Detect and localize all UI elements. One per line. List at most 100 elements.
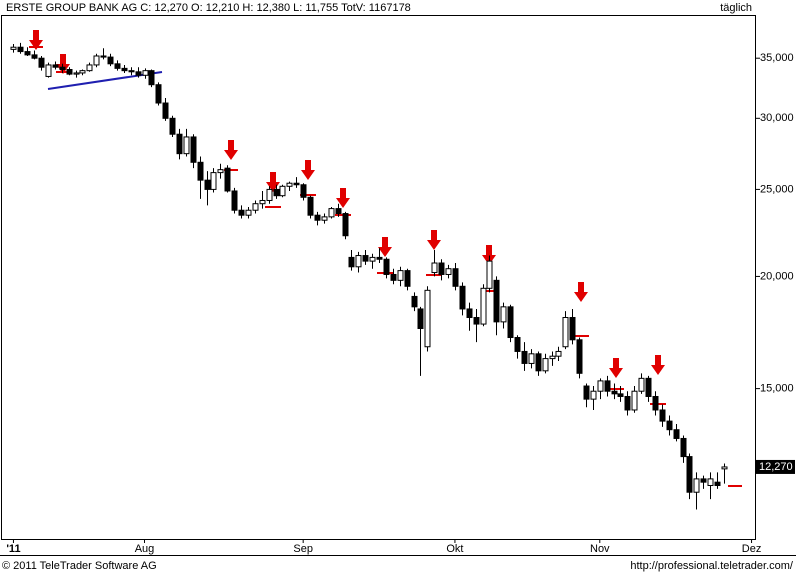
candle-body bbox=[245, 209, 252, 216]
candle-body bbox=[59, 66, 66, 71]
candle-body bbox=[452, 268, 459, 287]
candle-body bbox=[148, 70, 155, 86]
candle-body bbox=[52, 64, 59, 68]
candle-body bbox=[438, 262, 445, 275]
candle-body bbox=[666, 420, 673, 431]
candle-body bbox=[79, 70, 86, 74]
candle-body bbox=[473, 317, 480, 325]
candle-body bbox=[569, 317, 576, 341]
y-tick-label: 15,000 bbox=[760, 383, 794, 395]
candle-body bbox=[466, 308, 473, 319]
candle-body bbox=[286, 182, 293, 187]
candle-body bbox=[142, 70, 149, 76]
candle-body bbox=[514, 337, 521, 352]
candle-body bbox=[121, 67, 128, 72]
candle-body bbox=[328, 208, 335, 218]
x-tick-label: Sep bbox=[293, 543, 313, 555]
candle-body bbox=[266, 188, 273, 201]
candle-body bbox=[293, 182, 300, 186]
candle-body bbox=[480, 287, 487, 325]
candle-body bbox=[680, 437, 687, 458]
candle-body bbox=[307, 196, 314, 216]
candle-body bbox=[31, 54, 38, 59]
candle-body bbox=[335, 208, 342, 215]
candle-body bbox=[273, 188, 280, 197]
candle-body bbox=[459, 285, 466, 310]
candle-body bbox=[507, 306, 514, 339]
candle-body bbox=[542, 358, 549, 372]
candle-body bbox=[383, 258, 390, 275]
last-price-label: 12,270 bbox=[759, 461, 793, 473]
candle-body bbox=[555, 350, 562, 357]
candle-body bbox=[342, 213, 349, 237]
candle-body bbox=[321, 216, 328, 221]
candle-body bbox=[493, 279, 500, 323]
candle-body bbox=[486, 260, 493, 289]
candle-body bbox=[238, 209, 245, 216]
candle-body bbox=[190, 136, 197, 163]
candle-body bbox=[369, 256, 376, 262]
candle-body bbox=[528, 353, 535, 364]
candle-body bbox=[259, 199, 266, 205]
candle-body bbox=[210, 172, 217, 190]
footer-copyright: © 2011 TeleTrader Software AG bbox=[2, 560, 157, 572]
candle-body bbox=[445, 268, 452, 275]
candle-body bbox=[355, 255, 362, 268]
candle-body bbox=[411, 295, 418, 308]
candle-body bbox=[535, 353, 542, 372]
candle-body bbox=[549, 355, 556, 360]
candle-body bbox=[707, 478, 714, 486]
candle-body bbox=[224, 167, 231, 192]
candle-body bbox=[404, 270, 411, 287]
candle-body bbox=[590, 390, 597, 400]
candle-body bbox=[576, 339, 583, 374]
candle-body bbox=[314, 214, 321, 221]
candle-body bbox=[10, 46, 17, 50]
candle-body bbox=[17, 46, 24, 53]
candle-body bbox=[231, 190, 238, 211]
candle-body bbox=[604, 380, 611, 392]
signal bbox=[573, 282, 589, 337]
candle-body bbox=[300, 184, 307, 198]
candle-body bbox=[73, 72, 80, 75]
candle-body bbox=[417, 308, 424, 329]
candle-body bbox=[583, 385, 590, 400]
candle-body bbox=[424, 289, 431, 348]
candle-body bbox=[376, 256, 383, 260]
candle-body bbox=[700, 478, 707, 483]
candle-body bbox=[176, 133, 183, 155]
candle-body bbox=[521, 350, 528, 364]
x-tick-label: Nov bbox=[590, 543, 610, 555]
y-tick-label: 25,000 bbox=[760, 183, 794, 195]
candle-body bbox=[38, 57, 45, 68]
candle-body bbox=[562, 317, 569, 348]
candle-body bbox=[431, 262, 438, 274]
candle-body bbox=[362, 255, 369, 262]
candle-body bbox=[279, 185, 286, 197]
candles bbox=[10, 42, 728, 510]
signal bbox=[224, 140, 238, 171]
candle-body bbox=[673, 429, 680, 439]
x-tick-label: Dez bbox=[742, 543, 762, 555]
candle-body bbox=[24, 51, 31, 56]
y-tick-label: 35,000 bbox=[760, 52, 794, 64]
candle-body bbox=[86, 64, 93, 72]
period-label: täglich bbox=[720, 2, 752, 14]
candle-body bbox=[390, 273, 397, 281]
candle-body bbox=[686, 456, 693, 493]
candle-body bbox=[135, 71, 142, 76]
candle-body bbox=[721, 466, 728, 470]
candle-body bbox=[597, 380, 604, 392]
candle-body bbox=[693, 478, 700, 493]
footer-url: http://professional.teletrader.com/ bbox=[630, 560, 794, 572]
candle-body bbox=[631, 390, 638, 411]
y-tick-label: 20,000 bbox=[760, 270, 794, 282]
candle-body bbox=[155, 84, 162, 104]
candle-body bbox=[624, 395, 631, 411]
candle-body bbox=[197, 161, 204, 181]
candle-body bbox=[714, 481, 721, 486]
candle-body bbox=[107, 56, 114, 65]
candle-body bbox=[169, 117, 176, 135]
